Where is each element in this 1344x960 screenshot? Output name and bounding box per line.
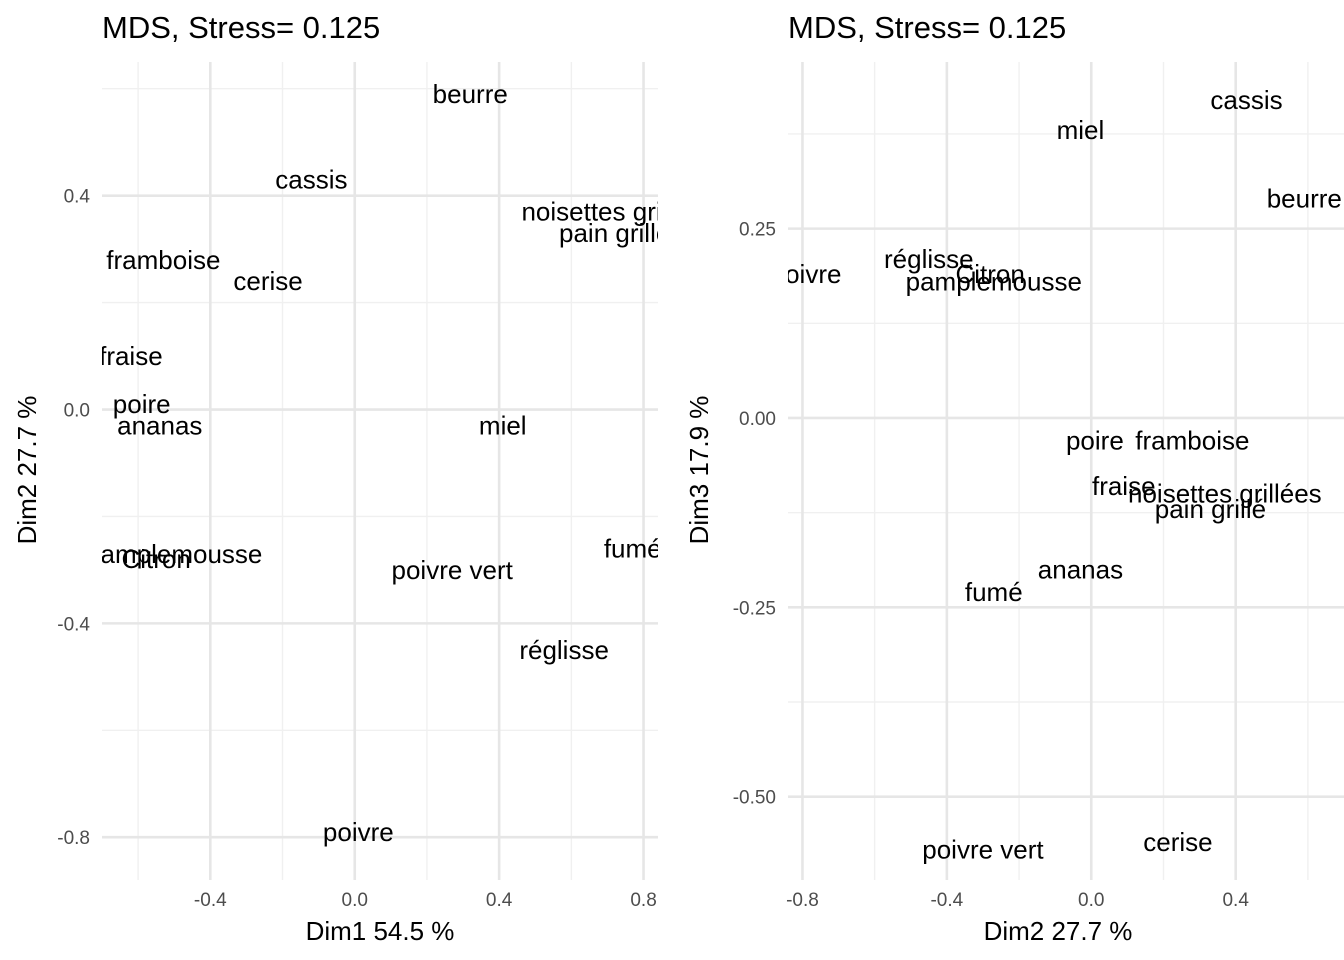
point-label: ananas: [117, 411, 202, 441]
y-tick-label: -0.8: [57, 828, 90, 849]
point-label: noisettes grillées: [1128, 479, 1322, 509]
point-label: Citron: [956, 259, 1025, 289]
x-tick-label: -0.8: [786, 890, 819, 911]
grid-right: [788, 62, 1344, 880]
x-tick-label: -0.4: [930, 890, 963, 911]
point-label: pain grillé: [559, 218, 670, 248]
point-label: poivre vert: [392, 555, 514, 585]
point-label: cerise: [233, 266, 302, 296]
point-label: cassis: [275, 165, 347, 195]
y-tick-label: -0.25: [733, 598, 776, 619]
point-label: Citron: [121, 544, 190, 574]
point-label: fumé: [604, 534, 662, 564]
point-label: pain grillé: [1155, 494, 1266, 524]
y-tick-label: -0.50: [733, 788, 776, 809]
point-label: beurre: [433, 79, 508, 109]
point-label: miel: [479, 411, 527, 441]
y-axis-title-left: Dim2 27.7 %: [12, 396, 42, 545]
point-label: cassis: [1210, 85, 1282, 115]
point-label: fraise: [1092, 471, 1156, 501]
x-tick-label: -0.4: [194, 890, 227, 911]
point-label: framboise: [1135, 426, 1249, 456]
x-tick-label: 0.8: [630, 890, 656, 911]
point-label: réglisse: [884, 244, 974, 274]
y-tick-label: 0.0: [64, 401, 90, 422]
chart-title-left: MDS, Stress= 0.125: [102, 10, 380, 45]
point-label: beurre: [1267, 183, 1342, 213]
point-label: noisettes grillées: [521, 197, 715, 227]
y-tick-label: 0.4: [64, 187, 91, 208]
panel-left: MDS, Stress= 0.125 -0.4 0.0 0.4 0.8 -0.8-0.…: [12, 10, 715, 946]
y-tick-label: 0.00: [739, 409, 776, 430]
point-label: pamplemousse: [906, 267, 1082, 297]
y-tick-label: 0.25: [739, 220, 776, 241]
point-label: poire: [1066, 426, 1124, 456]
point-labels-right: cassis miel beurre réglisseCitronpamplemous…: [771, 85, 1342, 865]
point-label: pamplemousse: [86, 539, 262, 569]
y-tick-label: -0.4: [57, 614, 90, 635]
point-label: fraise: [99, 341, 163, 371]
point-label: miel: [1057, 115, 1105, 145]
y-ticks-right: -0.50 -0.25 0.00 0.25: [733, 220, 776, 809]
point-label: fumé: [965, 577, 1023, 607]
x-tick-label: 0.4: [486, 890, 513, 911]
panel-right: MDS, Stress= 0.125 -0.8 -0.4 0.0 0.4 -0.50-…: [684, 10, 1344, 946]
x-axis-title-right: Dim2 27.7 %: [984, 916, 1133, 946]
y-axis-title-right: Dim3 17.9 %: [684, 396, 714, 545]
x-tick-label: 0.0: [342, 890, 368, 911]
x-tick-label: 0.4: [1222, 890, 1249, 911]
x-ticks-right: -0.8 -0.4 0.0 0.4: [786, 890, 1249, 911]
x-tick-label: 0.0: [1078, 890, 1104, 911]
y-ticks-left: -0.8 -0.4 0.0 0.4: [57, 187, 90, 850]
point-label: réglisse: [519, 635, 609, 665]
point-label: ananas: [1038, 554, 1123, 584]
chart-title-right: MDS, Stress= 0.125: [788, 10, 1066, 45]
x-axis-title-left: Dim1 54.5 %: [306, 916, 455, 946]
x-ticks-left: -0.4 0.0 0.4 0.8: [194, 890, 657, 911]
point-label: framboise: [106, 245, 220, 275]
point-label: cerise: [1143, 827, 1212, 857]
point-label: poivre: [323, 817, 394, 847]
point-label: poivre vert: [922, 835, 1044, 865]
point-label: poire: [113, 389, 171, 419]
grid-left: [102, 62, 658, 880]
point-label: poivre: [771, 259, 842, 289]
